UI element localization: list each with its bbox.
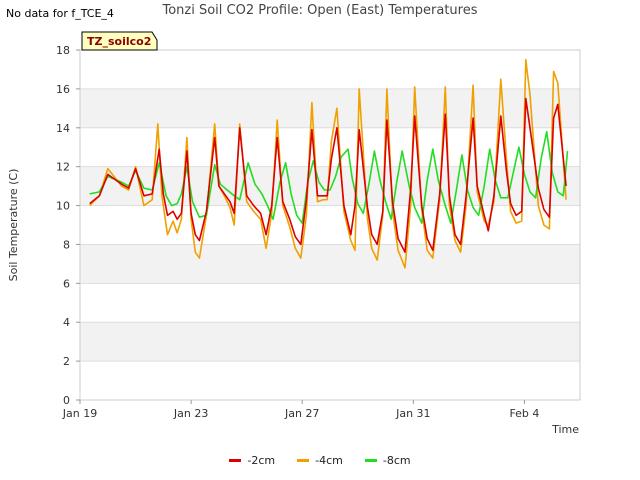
- series-lines: [89, 58, 569, 269]
- x-tick-label: Jan 31: [395, 407, 430, 420]
- chart-title: Tonzi Soil CO2 Profile: Open (East) Temp…: [162, 3, 478, 18]
- y-tick-label: 14: [56, 122, 70, 135]
- x-tick-label: Jan 27: [284, 407, 319, 420]
- tag-badge-label: TZ_soilco2: [87, 35, 151, 48]
- tag-badge: TZ_soilco2: [81, 31, 158, 51]
- no-data-note: No data for f_TCE_4: [6, 7, 114, 20]
- y-tick-label: 18: [56, 44, 70, 57]
- background-band: [80, 205, 580, 245]
- plot-border: [79, 49, 581, 401]
- y-tick-label: 2: [63, 355, 70, 368]
- x-tick-label: Jan 23: [173, 407, 208, 420]
- legend-swatch: [364, 459, 377, 462]
- y-tick-label: 6: [63, 277, 70, 290]
- background-band: [80, 244, 580, 284]
- background-band: [80, 88, 580, 128]
- legend-label: -8cm: [382, 454, 411, 467]
- x-axis-label: Time: [551, 423, 579, 436]
- background-band: [80, 50, 580, 89]
- legend-label: -4cm: [315, 454, 343, 467]
- plot-background-bands: [80, 49, 580, 401]
- y-tick-label: 16: [56, 83, 70, 96]
- legend-item: -2cm: [229, 454, 275, 467]
- legend-swatch: [297, 459, 310, 462]
- legend-item: -8cm: [364, 454, 411, 467]
- y-tick-label: 10: [56, 200, 70, 213]
- legend-item: -4cm: [297, 454, 343, 467]
- background-band: [80, 322, 580, 362]
- y-axis: 0 2 4 6 8 10 12 14 16 18: [56, 44, 80, 407]
- y-tick-label: 8: [63, 238, 70, 251]
- y-tick-label: 4: [63, 316, 70, 329]
- chart-legend: -2cm -4cm -8cm: [0, 454, 640, 467]
- series-line-2cmcm: [89, 97, 567, 253]
- x-tick-label: Feb 4: [509, 407, 539, 420]
- legend-swatch: [229, 459, 242, 462]
- y-axis-label: Soil Temperature (C): [7, 169, 20, 282]
- x-tick-label: Jan 19: [62, 407, 97, 420]
- x-axis: Jan 19 Jan 23 Jan 27 Jan 31 Feb 4: [62, 400, 539, 420]
- y-tick-label: 12: [56, 161, 70, 174]
- y-tick-label: 0: [63, 394, 70, 407]
- legend-label: -2cm: [247, 454, 276, 467]
- background-band: [80, 361, 580, 400]
- background-band: [80, 283, 580, 323]
